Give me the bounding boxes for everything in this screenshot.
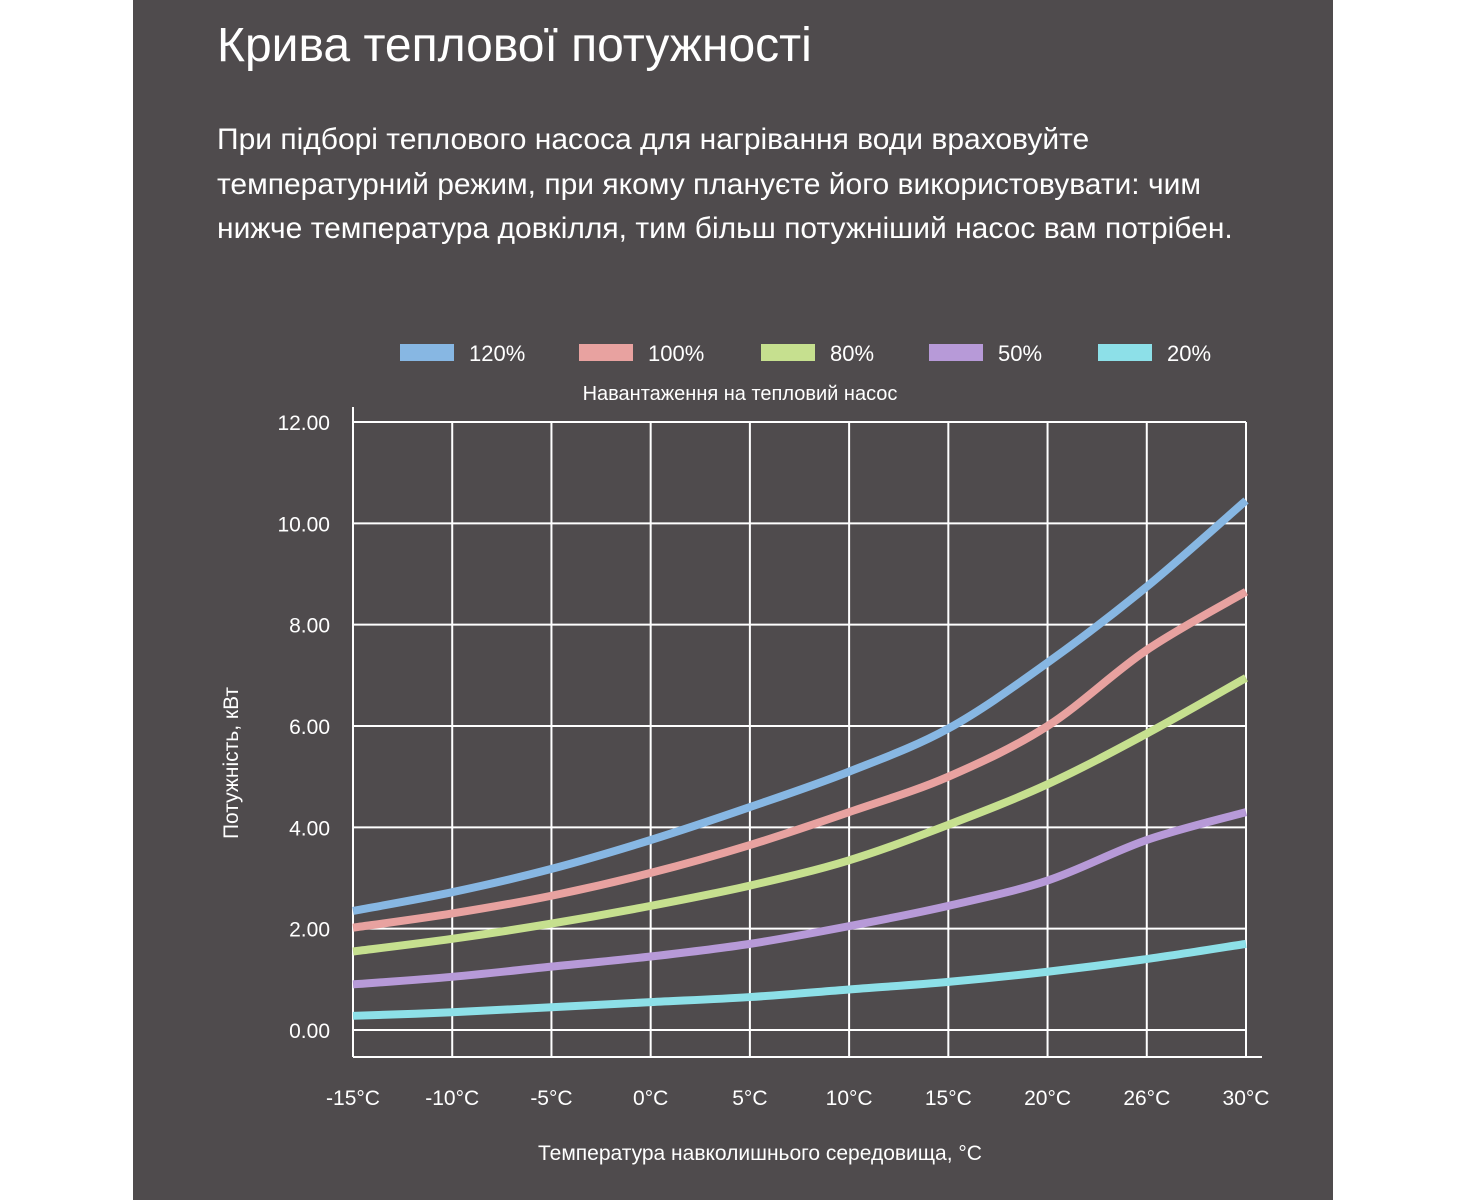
x-tick-label: 5°C (732, 1087, 767, 1110)
series-line-20pct (352, 939, 1247, 1020)
legend-label: 100% (648, 341, 704, 366)
y-tick-label: 10.00 (277, 513, 330, 536)
x-tick-label: 0°C (633, 1087, 668, 1110)
y-axis-ticks: 12.00 10.00 8.00 6.00 4.00 2.00 0.00 (277, 412, 330, 1043)
x-tick-label: 20°C (1024, 1087, 1071, 1110)
legend-swatch (1098, 344, 1152, 361)
legend-swatch (400, 344, 454, 361)
chart-series (352, 497, 1249, 1020)
y-axis-label: Потужність, кВт (220, 687, 243, 839)
chart-legend: 120% 100% 80% 50% 20% (400, 341, 1211, 366)
y-tick-label: 2.00 (289, 919, 330, 942)
page-title: Крива теплової потужності (217, 19, 812, 72)
series-line-50pct (352, 808, 1248, 989)
series-line-120pct (352, 497, 1249, 915)
series-line-80pct (352, 674, 1248, 956)
legend-label: 80% (830, 341, 874, 366)
legend-label: 120% (469, 341, 525, 366)
legend-swatch (579, 344, 633, 361)
x-axis-ticks: -15°C -10°C -5°C 0°C 5°C 10°C 15°C 20°C 26°C 30°C (326, 1087, 1269, 1110)
x-axis-label: Температура навколишнього середовища, °C (538, 1142, 982, 1165)
x-tick-label: -10°C (425, 1087, 479, 1110)
y-tick-label: 4.00 (289, 817, 330, 840)
legend-label: 20% (1167, 341, 1211, 366)
page-description: При підборі теплового насоса для нагріва… (217, 123, 1233, 245)
series-line-100pct (352, 588, 1249, 932)
legend-swatch (929, 344, 983, 361)
y-tick-label: 0.00 (289, 1020, 330, 1043)
legend-label: 50% (998, 341, 1042, 366)
x-tick-label: -15°C (326, 1087, 380, 1110)
x-tick-label: 15°C (925, 1087, 972, 1110)
chart-grid (353, 421, 1247, 1057)
legend-swatch (761, 344, 815, 361)
x-tick-label: 10°C (826, 1087, 873, 1110)
y-tick-label: 8.00 (289, 615, 330, 638)
legend-title: Навантаження на тепловий насос (583, 383, 898, 405)
x-tick-label: 30°C (1223, 1087, 1270, 1110)
x-tick-label: 26°C (1123, 1087, 1170, 1110)
y-tick-label: 6.00 (289, 716, 330, 739)
y-tick-label: 12.00 (277, 412, 330, 435)
x-tick-label: -5°C (530, 1087, 572, 1110)
